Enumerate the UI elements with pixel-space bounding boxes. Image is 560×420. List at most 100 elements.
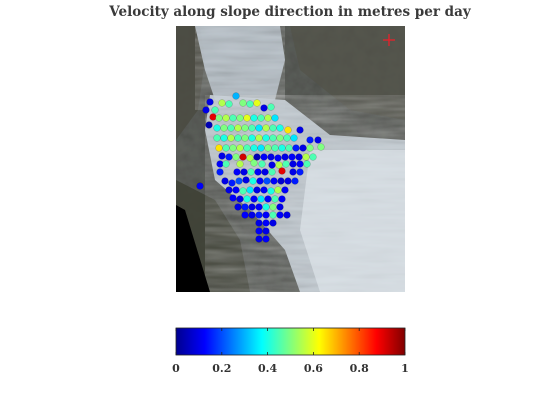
colorbar-tick-label: 0.6 [303, 362, 323, 375]
velocity-point [236, 195, 244, 203]
velocity-point [233, 168, 241, 176]
velocity-point [234, 203, 242, 211]
velocity-point [275, 161, 283, 169]
colorbar-tick-label: 0.4 [258, 362, 278, 375]
velocity-point [242, 176, 250, 184]
velocity-point [225, 100, 233, 108]
velocity-point [249, 177, 257, 185]
velocity-point [215, 114, 223, 122]
velocity-point [264, 195, 272, 203]
velocity-point [257, 114, 265, 122]
velocity-point [262, 235, 270, 243]
velocity-point [227, 124, 235, 132]
velocity-point [234, 134, 242, 142]
velocity-point [234, 124, 242, 132]
velocity-point [250, 159, 258, 167]
velocity-point [255, 124, 263, 132]
velocity-point [289, 168, 297, 176]
velocity-point [202, 106, 210, 114]
velocity-point [206, 98, 214, 106]
velocity-point [248, 203, 256, 211]
velocity-point [262, 219, 270, 227]
velocity-point [255, 211, 263, 219]
velocity-point [314, 136, 322, 144]
velocity-point [253, 153, 261, 161]
velocity-point [284, 177, 292, 185]
reference-cross-marker [383, 34, 395, 46]
velocity-point [250, 195, 258, 203]
colorbar-tick-label: 1 [401, 362, 409, 375]
velocity-point [302, 153, 310, 161]
velocity-point [246, 154, 254, 162]
velocity-point [260, 104, 268, 112]
velocity-point [232, 92, 240, 100]
velocity-point [222, 114, 230, 122]
velocity-point [274, 186, 282, 194]
velocity-point [225, 186, 233, 194]
velocity-point [248, 211, 256, 219]
velocity-point [283, 211, 291, 219]
velocity-point [282, 160, 290, 168]
velocity-point [243, 144, 251, 152]
velocity-point [253, 186, 261, 194]
velocity-point [225, 153, 233, 161]
velocity-point [211, 106, 219, 114]
velocity-point [257, 144, 265, 152]
velocity-point [248, 134, 256, 142]
velocity-point [276, 203, 284, 211]
velocity-point [269, 203, 277, 211]
velocity-point [229, 144, 237, 152]
velocity-point [196, 182, 204, 190]
colorbar-tick-label: 0 [172, 362, 180, 375]
colorbar [175, 327, 406, 356]
velocity-point [216, 168, 224, 176]
velocity-point [269, 134, 277, 142]
velocity-point [296, 168, 304, 176]
velocity-point [260, 153, 268, 161]
velocity-point [269, 211, 277, 219]
velocity-point [303, 160, 311, 168]
colorbar-tick-label: 0.8 [349, 362, 369, 375]
velocity-point [296, 160, 304, 168]
velocity-point [246, 186, 254, 194]
velocity-point [264, 144, 272, 152]
velocity-point [220, 124, 228, 132]
colorbar-ticks [175, 328, 406, 355]
velocity-point [283, 134, 291, 142]
velocity-point [254, 168, 262, 176]
velocity-point [263, 177, 271, 185]
velocity-point [278, 195, 286, 203]
velocity-point [281, 153, 289, 161]
velocity-point [255, 203, 263, 211]
velocity-point [240, 168, 248, 176]
velocity-point [222, 160, 230, 168]
velocity-point [239, 99, 247, 107]
velocity-point [295, 153, 303, 161]
velocity-point [218, 152, 226, 160]
velocity-point [309, 153, 317, 161]
velocity-point [269, 219, 277, 227]
velocity-point [218, 99, 226, 107]
velocity-point [229, 194, 237, 202]
velocity-point [284, 126, 292, 134]
velocity-point [248, 124, 256, 132]
velocity-point [235, 177, 243, 185]
velocity-point [239, 187, 247, 195]
velocity-point [213, 124, 221, 132]
velocity-point [288, 153, 296, 161]
velocity-point [277, 177, 285, 185]
velocity-point [255, 227, 263, 235]
velocity-point [250, 144, 258, 152]
velocity-point [241, 211, 249, 219]
velocity-point [260, 186, 268, 194]
velocity-point [290, 134, 298, 142]
velocity-point [271, 195, 279, 203]
velocity-point [269, 124, 277, 132]
velocity-point [255, 235, 263, 243]
velocity-point [213, 134, 221, 142]
velocity-point [267, 187, 275, 195]
velocity-point [257, 195, 265, 203]
velocity-point [291, 177, 299, 185]
velocity-point [256, 177, 264, 185]
